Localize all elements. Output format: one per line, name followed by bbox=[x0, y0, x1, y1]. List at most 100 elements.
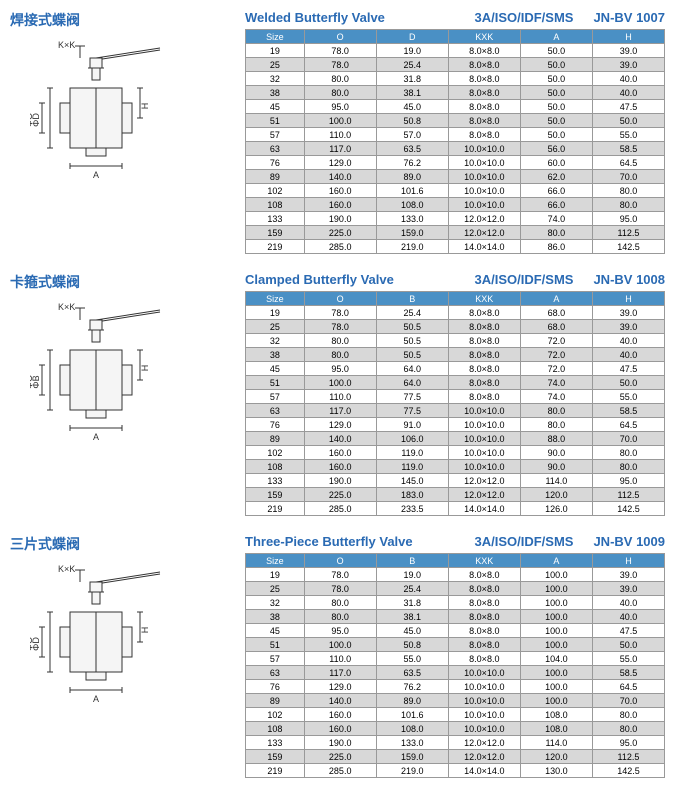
column-header: H bbox=[592, 554, 664, 568]
table-cell: 95.0 bbox=[304, 100, 376, 114]
table-cell: 10.0×10.0 bbox=[448, 156, 520, 170]
column-header: A bbox=[520, 292, 592, 306]
table-row: 89140.089.010.0×10.0100.070.0 bbox=[246, 694, 665, 708]
table-cell: 70.0 bbox=[592, 694, 664, 708]
table-cell: 10.0×10.0 bbox=[448, 432, 520, 446]
table-cell: 140.0 bbox=[304, 694, 376, 708]
table-cell: 117.0 bbox=[304, 142, 376, 156]
table-row: 108160.0108.010.0×10.0108.080.0 bbox=[246, 722, 665, 736]
table-cell: 50.8 bbox=[376, 114, 448, 128]
table-cell: 50.0 bbox=[520, 86, 592, 100]
table-cell: 80.0 bbox=[592, 708, 664, 722]
table-column: Clamped Butterfly Valve 3A/ISO/IDF/SMS J… bbox=[245, 272, 665, 516]
table-cell: 8.0×8.0 bbox=[448, 320, 520, 334]
table-cell: 219.0 bbox=[376, 764, 448, 778]
table-cell: 80.0 bbox=[592, 446, 664, 460]
section: 三片式蝶阀 K×K ΦO ΦD H A Three-P bbox=[10, 534, 665, 778]
table-cell: 45.0 bbox=[376, 100, 448, 114]
table-cell: 140.0 bbox=[304, 170, 376, 184]
table-cell: 106.0 bbox=[376, 432, 448, 446]
table-cell: 64.5 bbox=[592, 156, 664, 170]
table-cell: 31.8 bbox=[376, 596, 448, 610]
table-cell: 160.0 bbox=[304, 722, 376, 736]
table-cell: 142.5 bbox=[592, 502, 664, 516]
table-cell: 50.0 bbox=[520, 58, 592, 72]
table-cell: 63 bbox=[246, 142, 305, 156]
table-cell: 133 bbox=[246, 474, 305, 488]
standard-label: 3A/ISO/IDF/SMS bbox=[474, 10, 573, 25]
table-cell: 10.0×10.0 bbox=[448, 708, 520, 722]
table-cell: 72.0 bbox=[520, 362, 592, 376]
table-cell: 80.0 bbox=[520, 226, 592, 240]
table-cell: 39.0 bbox=[592, 44, 664, 58]
table-cell: 100.0 bbox=[520, 582, 592, 596]
table-cell: 160.0 bbox=[304, 198, 376, 212]
table-row: 108160.0119.010.0×10.090.080.0 bbox=[246, 460, 665, 474]
table-cell: 142.5 bbox=[592, 240, 664, 254]
table-cell: 19 bbox=[246, 306, 305, 320]
table-cell: 160.0 bbox=[304, 446, 376, 460]
table-cell: 112.5 bbox=[592, 226, 664, 240]
table-cell: 129.0 bbox=[304, 156, 376, 170]
table-cell: 10.0×10.0 bbox=[448, 694, 520, 708]
table-cell: 119.0 bbox=[376, 446, 448, 460]
table-row: 63117.077.510.0×10.080.058.5 bbox=[246, 404, 665, 418]
table-cell: 145.0 bbox=[376, 474, 448, 488]
table-cell: 108 bbox=[246, 460, 305, 474]
table-cell: 45 bbox=[246, 362, 305, 376]
svg-text:ΦD: ΦD bbox=[31, 637, 41, 651]
table-cell: 19.0 bbox=[376, 44, 448, 58]
table-cell: 40.0 bbox=[592, 610, 664, 624]
table-cell: 12.0×12.0 bbox=[448, 750, 520, 764]
table-row: 133190.0133.012.0×12.0114.095.0 bbox=[246, 736, 665, 750]
table-cell: 100.0 bbox=[520, 680, 592, 694]
table-cell: 190.0 bbox=[304, 212, 376, 226]
table-cell: 159 bbox=[246, 226, 305, 240]
table-cell: 12.0×12.0 bbox=[448, 226, 520, 240]
table-cell: 8.0×8.0 bbox=[448, 44, 520, 58]
table-cell: 160.0 bbox=[304, 708, 376, 722]
table-cell: 77.5 bbox=[376, 404, 448, 418]
table-cell: 8.0×8.0 bbox=[448, 58, 520, 72]
table-cell: 76 bbox=[246, 680, 305, 694]
table-cell: 100.0 bbox=[520, 596, 592, 610]
table-cell: 100.0 bbox=[520, 638, 592, 652]
table-cell: 80.0 bbox=[304, 86, 376, 100]
table-cell: 25 bbox=[246, 58, 305, 72]
table-cell: 12.0×12.0 bbox=[448, 736, 520, 750]
column-header: O bbox=[304, 30, 376, 44]
table-row: 4595.064.08.0×8.072.047.5 bbox=[246, 362, 665, 376]
table-cell: 110.0 bbox=[304, 390, 376, 404]
table-cell: 104.0 bbox=[520, 652, 592, 666]
svg-text:K×K: K×K bbox=[58, 40, 75, 50]
table-cell: 102 bbox=[246, 708, 305, 722]
column-header: H bbox=[592, 292, 664, 306]
table-cell: 10.0×10.0 bbox=[448, 666, 520, 680]
table-cell: 89.0 bbox=[376, 170, 448, 184]
table-cell: 8.0×8.0 bbox=[448, 334, 520, 348]
svg-text:K×K: K×K bbox=[58, 302, 75, 312]
table-cell: 8.0×8.0 bbox=[448, 128, 520, 142]
column-header: D bbox=[376, 30, 448, 44]
table-cell: 45.0 bbox=[376, 624, 448, 638]
table-cell: 225.0 bbox=[304, 488, 376, 502]
table-cell: 101.6 bbox=[376, 708, 448, 722]
table-cell: 51 bbox=[246, 638, 305, 652]
table-cell: 50.0 bbox=[592, 638, 664, 652]
table-cell: 25 bbox=[246, 320, 305, 334]
table-cell: 14.0×14.0 bbox=[448, 764, 520, 778]
table-cell: 110.0 bbox=[304, 652, 376, 666]
table-cell: 8.0×8.0 bbox=[448, 582, 520, 596]
table-cell: 80.0 bbox=[592, 198, 664, 212]
valve-diagram: K×K ΦO ΦD H A bbox=[30, 38, 190, 188]
table-row: 3280.050.58.0×8.072.040.0 bbox=[246, 334, 665, 348]
model-label: JN-BV 1007 bbox=[593, 10, 665, 25]
table-cell: 80.0 bbox=[304, 72, 376, 86]
table-cell: 78.0 bbox=[304, 582, 376, 596]
table-cell: 57.0 bbox=[376, 128, 448, 142]
table-cell: 57 bbox=[246, 652, 305, 666]
table-row: 1978.025.48.0×8.068.039.0 bbox=[246, 306, 665, 320]
table-cell: 108.0 bbox=[376, 722, 448, 736]
table-cell: 50.8 bbox=[376, 638, 448, 652]
table-row: 219285.0233.514.0×14.0126.0142.5 bbox=[246, 502, 665, 516]
